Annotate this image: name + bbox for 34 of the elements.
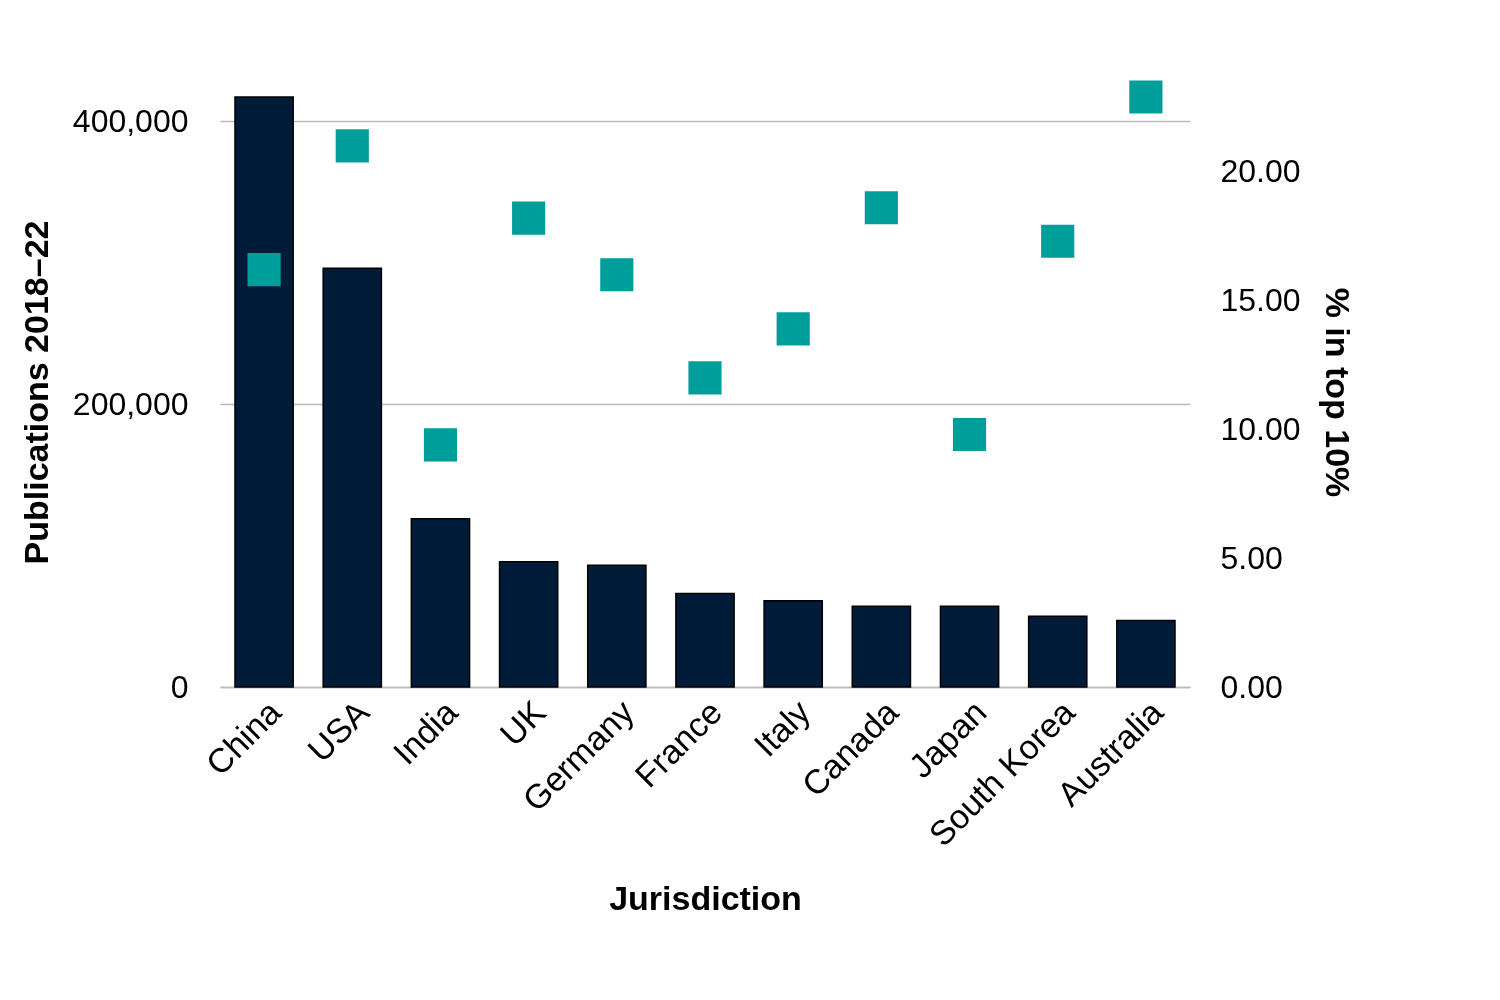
- point: [952, 417, 987, 452]
- point: [688, 361, 722, 395]
- y2-tick-label: 20.00: [1220, 153, 1301, 190]
- point: [512, 201, 546, 235]
- y2-axis-title: % in top 10%: [1318, 287, 1357, 498]
- y2-tick-label: 0.00: [1220, 668, 1283, 705]
- point: [423, 428, 458, 462]
- x-tick-label: USA: [300, 692, 377, 769]
- bar: [763, 599, 824, 688]
- y-tick-label: 400,000: [72, 102, 189, 139]
- bar: [234, 96, 294, 688]
- y2-tick-label: 10.00: [1220, 410, 1301, 447]
- y-axis-title: Publications 2018–22: [16, 220, 55, 565]
- y-tick-label: 200,000: [72, 385, 189, 422]
- point: [776, 312, 810, 346]
- point: [1041, 224, 1075, 258]
- y-tick-label: 0: [170, 668, 189, 705]
- bar: [851, 605, 912, 688]
- bar: [410, 517, 471, 688]
- bar: [1027, 615, 1088, 688]
- bar: [322, 267, 383, 688]
- point: [600, 258, 634, 292]
- bar: [1116, 619, 1176, 688]
- point: [1129, 80, 1163, 114]
- point: [335, 129, 369, 163]
- bar: [675, 592, 735, 688]
- x-axis-title: Jurisdiction: [609, 879, 802, 918]
- bar: [939, 605, 1000, 688]
- bar: [586, 564, 647, 688]
- bar: [498, 560, 559, 688]
- point: [247, 253, 281, 287]
- y2-tick-label: 5.00: [1220, 539, 1283, 576]
- y2-tick-label: 15.00: [1220, 282, 1301, 319]
- point: [864, 191, 898, 225]
